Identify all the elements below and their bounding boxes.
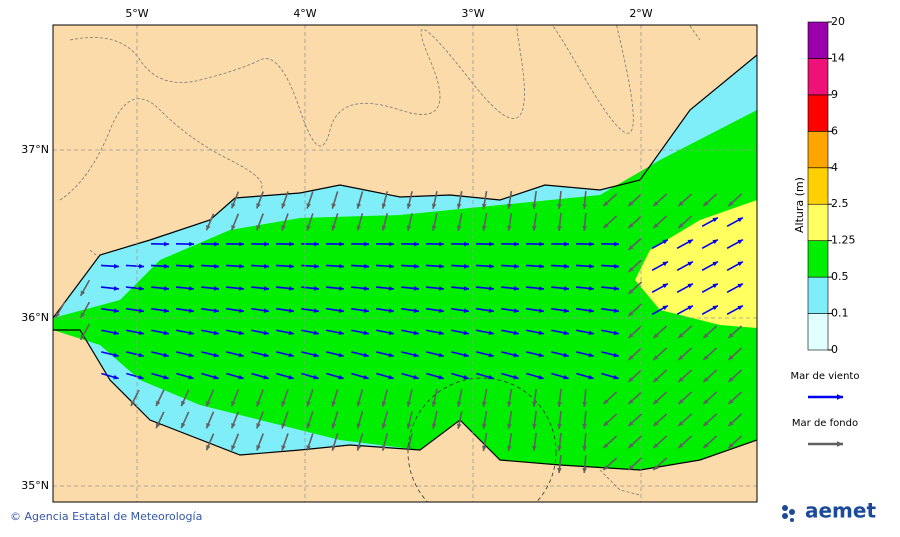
footer: © Agencia Estatal de Meteorología xyxy=(10,510,202,523)
colorbar-segment xyxy=(808,241,828,277)
colorbar-segment xyxy=(808,168,828,204)
colorbar-segment xyxy=(808,314,828,350)
colorbar: 0 0.1 0.5 1.25 2.5 4 6 9 14 20 xyxy=(808,15,856,356)
legend-label: Mar de fondo xyxy=(792,418,858,429)
logo: aemet xyxy=(782,499,876,523)
legend: Mar de viento Mar de fondo xyxy=(791,371,860,447)
colorbar-label: 0.1 xyxy=(831,307,849,320)
logo-text: aemet xyxy=(805,499,876,523)
arrow-head xyxy=(837,394,843,400)
colorbar-segment xyxy=(808,22,828,58)
colorbar-label: 1.25 xyxy=(831,234,856,247)
colorbar-label: 14 xyxy=(831,51,845,64)
colorbar-label: 9 xyxy=(831,88,838,101)
arrow-head xyxy=(837,441,843,447)
lon-tick-label: 4°W xyxy=(293,7,316,20)
colorbar-label: 0 xyxy=(831,343,838,356)
colorbar-label: 2.5 xyxy=(831,197,849,210)
colorbar-label: 0.5 xyxy=(831,270,849,283)
colorbar-label: 4 xyxy=(831,161,838,174)
colorbar-segment xyxy=(808,277,828,313)
colorbar-segment xyxy=(808,131,828,167)
colorbar-label: 6 xyxy=(831,124,838,137)
lon-tick-label: 3°W xyxy=(461,7,484,20)
lon-tick-label: 5°W xyxy=(125,7,148,20)
lat-tick-label: 37°N xyxy=(21,143,49,156)
colorbar-segment xyxy=(808,204,828,240)
colorbar-segment xyxy=(808,95,828,131)
colorbar-label: 20 xyxy=(831,15,845,28)
lon-tick-label: 2°W xyxy=(629,7,652,20)
lat-tick-label: 36°N xyxy=(21,311,49,324)
colorbar-title: Altura (m) xyxy=(793,177,806,233)
lat-tick-label: 35°N xyxy=(21,479,49,492)
legend-label: Mar de viento xyxy=(791,371,860,382)
map-area xyxy=(53,0,757,526)
colorbar-segment xyxy=(808,58,828,94)
